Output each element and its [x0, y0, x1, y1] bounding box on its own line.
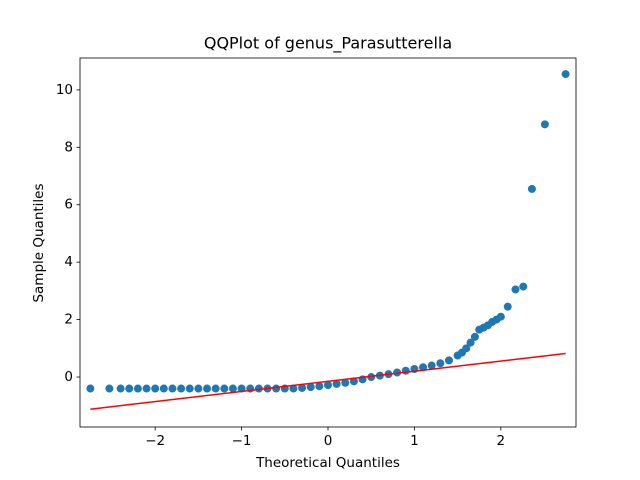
point	[86, 384, 95, 393]
point	[298, 383, 307, 392]
y-tick-label: 6	[64, 197, 73, 213]
point	[306, 383, 315, 392]
point	[436, 359, 445, 368]
point	[125, 384, 134, 393]
point	[220, 384, 229, 393]
point	[349, 377, 358, 386]
x-axis-label: Theoretical Quantiles	[255, 455, 400, 471]
point	[324, 381, 332, 390]
point	[254, 384, 263, 393]
point	[427, 361, 436, 370]
y-axis-label: Sample Quantiles	[31, 183, 47, 302]
point	[177, 384, 186, 393]
point	[203, 384, 212, 393]
point	[519, 282, 528, 291]
y-tick-label: 10	[56, 82, 73, 98]
point	[527, 184, 536, 193]
y-tick-label: 2	[64, 312, 73, 328]
point	[194, 384, 203, 393]
point	[142, 384, 151, 393]
point	[168, 384, 177, 393]
point	[503, 302, 512, 311]
x-tick-label: −1	[232, 433, 252, 449]
point	[272, 384, 281, 393]
fit-line	[90, 352, 566, 410]
y-tick-label: 8	[64, 139, 73, 155]
point	[393, 368, 402, 377]
point	[116, 384, 125, 393]
point	[341, 378, 350, 387]
point	[105, 384, 114, 393]
point	[367, 373, 376, 382]
point	[561, 70, 570, 79]
point	[151, 384, 160, 393]
point	[228, 384, 237, 393]
point	[444, 356, 453, 365]
point	[185, 384, 194, 393]
x-tick-label: 2	[497, 433, 506, 449]
y-tick-label: 4	[64, 254, 73, 270]
point	[462, 344, 471, 353]
point	[466, 338, 475, 347]
axes-frame	[79, 57, 577, 428]
x-tick-label: −2	[145, 433, 165, 449]
point	[332, 379, 341, 388]
point	[401, 366, 410, 375]
point	[540, 120, 549, 129]
point	[211, 384, 220, 393]
point	[496, 312, 505, 321]
y-tick-label: 0	[64, 369, 73, 385]
point	[133, 384, 142, 393]
point	[315, 382, 324, 391]
chart-title: QQPlot of genus_Parasutterella	[204, 34, 452, 54]
point	[159, 384, 168, 393]
x-tick-label: 1	[410, 433, 419, 449]
point	[511, 285, 520, 294]
point	[289, 384, 298, 393]
x-tick-label: 0	[324, 433, 333, 449]
point	[470, 332, 479, 341]
